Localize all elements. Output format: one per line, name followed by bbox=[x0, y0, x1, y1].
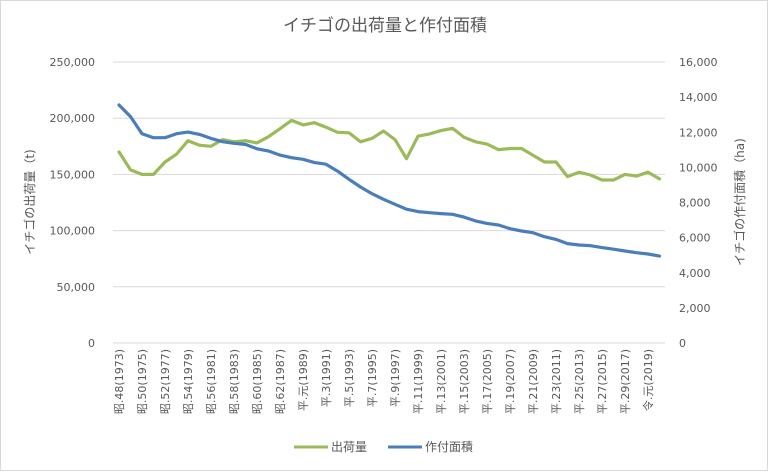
y-tick-label: 200,000 bbox=[50, 112, 96, 125]
x-tick-label: 平.21(2009) bbox=[527, 349, 540, 414]
x-tick-label: 平.29(2017) bbox=[619, 349, 632, 414]
x-tick-label: 昭.52(1977) bbox=[159, 349, 172, 414]
legend: 出荷量 作付面積 bbox=[294, 439, 473, 454]
x-tick-label: 平.19(2007) bbox=[504, 349, 517, 414]
x-tick-label: 昭.48(1973) bbox=[113, 349, 126, 414]
series-lines bbox=[119, 105, 660, 256]
x-axis-ticks: 昭.48(1973) 昭.50(1975) 昭.52(1977) 昭.54(1979)… bbox=[113, 349, 655, 414]
series-line-shipment bbox=[119, 120, 660, 180]
x-tick-label: 平.25(2013) bbox=[573, 349, 586, 414]
y2-tick-label: 12,000 bbox=[679, 126, 718, 139]
y2-tick-label: 8,000 bbox=[679, 197, 711, 210]
x-tick-label: 令.元(2019) bbox=[641, 349, 655, 411]
series-line-area bbox=[119, 105, 660, 256]
y2-tick-label: 6,000 bbox=[679, 232, 711, 245]
left-axis-ticks: 0 50,000 100,000 150,000 200,000 250,000 bbox=[50, 56, 96, 350]
x-tick-label: 平.23(2011) bbox=[550, 349, 563, 414]
y-tick-label: 100,000 bbox=[50, 225, 96, 238]
x-tick-label: 平.元(1989) bbox=[297, 349, 310, 411]
y2-tick-label: 2,000 bbox=[679, 302, 711, 315]
y-tick-label: 50,000 bbox=[57, 281, 96, 294]
y2-axis-title: イチゴの作付面積（ha) bbox=[732, 138, 747, 266]
x-tick-label: 昭.50(1975) bbox=[136, 349, 149, 414]
y2-tick-label: 4,000 bbox=[679, 267, 711, 280]
legend-label-area: 作付面積 bbox=[425, 439, 473, 454]
chart-title: イチゴの出荷量と作付面積 bbox=[283, 15, 487, 36]
x-tick-label: 平.5(1993) bbox=[343, 349, 356, 407]
x-tick-label: 昭.62(1987) bbox=[274, 349, 287, 414]
x-tick-label: 昭.58(1983) bbox=[228, 349, 241, 414]
x-tick-label: 昭.60(1985) bbox=[251, 349, 264, 414]
x-tick-label: 平.7(1995) bbox=[366, 349, 379, 407]
x-tick-label: 平.11(1999) bbox=[412, 349, 425, 414]
y2-tick-label: 10,000 bbox=[679, 161, 718, 174]
x-tick-label: 平.13(2001) bbox=[435, 349, 448, 414]
y-axis-title: イチゴの出荷量（t) bbox=[22, 149, 37, 254]
y2-tick-label: 16,000 bbox=[679, 56, 718, 69]
x-tick-label: 平.17(2005) bbox=[481, 349, 494, 414]
y2-tick-label: 0 bbox=[679, 337, 686, 350]
y-tick-label: 150,000 bbox=[50, 168, 96, 181]
x-tick-label: 平.9(1997) bbox=[389, 349, 402, 407]
x-tick-label: 昭.56(1981) bbox=[205, 349, 218, 414]
legend-label-shipment: 出荷量 bbox=[331, 440, 367, 454]
x-tick-label: 平.27(2015) bbox=[596, 349, 609, 414]
x-tick-label: 昭.54(1979) bbox=[182, 349, 195, 414]
y-tick-label: 250,000 bbox=[50, 56, 96, 69]
x-tick-label: 平.3(1991) bbox=[320, 349, 333, 407]
right-axis-ticks: 0 2,000 4,000 6,000 8,000 10,000 12,000 14,000 1… bbox=[679, 56, 718, 350]
y-tick-label: 0 bbox=[88, 337, 95, 350]
y2-tick-label: 14,000 bbox=[679, 91, 718, 104]
x-tick-label: 平.15(2003) bbox=[458, 349, 471, 414]
